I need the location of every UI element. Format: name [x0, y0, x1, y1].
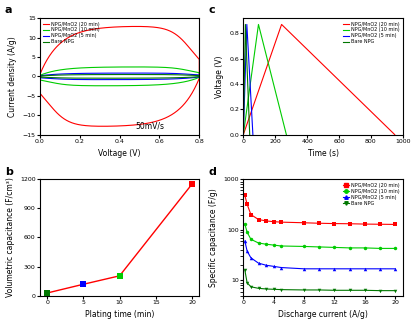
- Text: c: c: [208, 6, 215, 16]
- Text: d: d: [208, 166, 216, 176]
- Y-axis label: Current density (A/g): Current density (A/g): [8, 36, 17, 117]
- Y-axis label: Voltage (V): Voltage (V): [215, 55, 224, 98]
- Legend: NPG/MnO2 (20 min), NPG/MnO2 (10 min), NPG/MnO2 (5 min), Bare NPG: NPG/MnO2 (20 min), NPG/MnO2 (10 min), NP…: [342, 182, 400, 206]
- Y-axis label: Specific capacitance (F/g): Specific capacitance (F/g): [209, 188, 218, 287]
- Point: [116, 273, 123, 279]
- X-axis label: Plating time (min): Plating time (min): [85, 310, 154, 319]
- Text: b: b: [5, 166, 13, 176]
- X-axis label: Discharge current (A/g): Discharge current (A/g): [278, 310, 368, 319]
- X-axis label: Voltage (V): Voltage (V): [98, 149, 141, 158]
- Legend: NPG/MnO2 (20 min), NPG/MnO2 (10 min), NPG/MnO2 (5 min), Bare NPG: NPG/MnO2 (20 min), NPG/MnO2 (10 min), NP…: [42, 20, 100, 46]
- Y-axis label: Volumetric capacitance (F/cm³): Volumetric capacitance (F/cm³): [5, 177, 15, 297]
- Legend: NPG/MnO2 (20 min), NPG/MnO2 (10 min), NPG/MnO2 (5 min), Bare NPG: NPG/MnO2 (20 min), NPG/MnO2 (10 min), NP…: [342, 20, 400, 46]
- Point: [44, 291, 50, 296]
- X-axis label: Time (s): Time (s): [307, 149, 339, 158]
- Text: a: a: [5, 6, 12, 16]
- Point: [80, 282, 87, 287]
- Text: 50mV/s: 50mV/s: [136, 122, 164, 131]
- Point: [189, 181, 196, 187]
